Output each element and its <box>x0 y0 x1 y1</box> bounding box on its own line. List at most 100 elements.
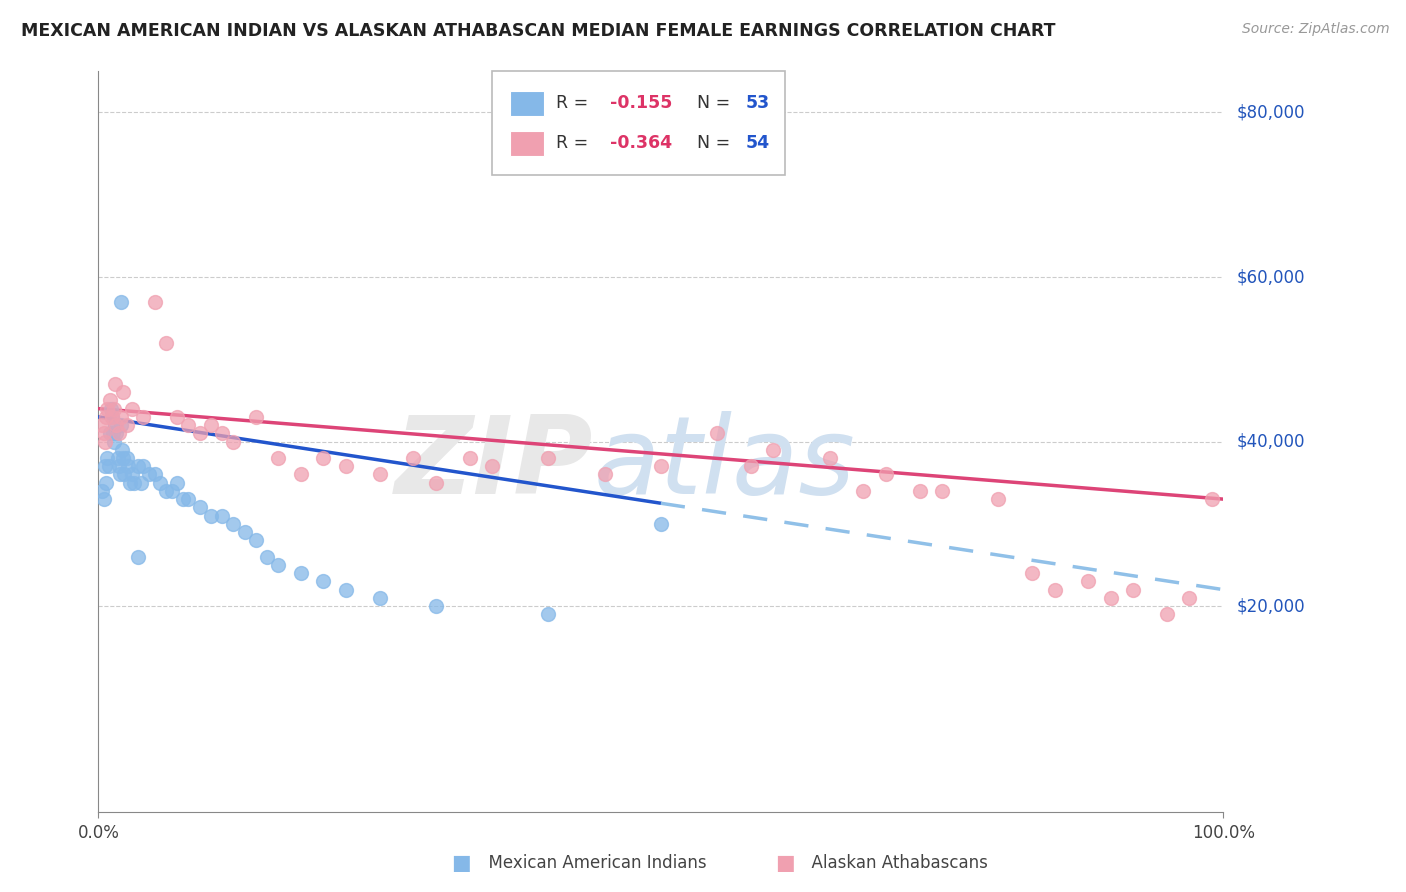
Point <box>107 459 129 474</box>
Point <box>112 450 135 465</box>
Point <box>115 418 138 433</box>
Point <box>100 401 122 416</box>
Point <box>96 450 118 465</box>
Point <box>127 459 149 474</box>
Point <box>149 475 172 490</box>
Text: atlas: atlas <box>593 411 855 516</box>
Point <box>143 467 166 482</box>
Point <box>425 599 447 613</box>
Point <box>103 434 125 449</box>
Point <box>1077 574 1099 589</box>
Text: Mexican American Indians: Mexican American Indians <box>478 855 707 872</box>
Point <box>115 450 138 465</box>
Point <box>124 475 146 490</box>
Point <box>267 558 290 572</box>
Point <box>155 483 177 498</box>
Point <box>537 450 560 465</box>
Point <box>112 467 135 482</box>
Point <box>200 418 222 433</box>
Text: -0.155: -0.155 <box>610 95 672 112</box>
Point <box>312 574 335 589</box>
Point <box>211 426 233 441</box>
Point <box>875 467 897 482</box>
Text: $40,000: $40,000 <box>1237 433 1306 450</box>
Point <box>105 426 128 441</box>
Point <box>593 467 616 482</box>
Point <box>132 409 155 424</box>
Point <box>188 500 211 515</box>
Point <box>96 409 118 424</box>
Point <box>211 508 233 523</box>
Point <box>818 450 841 465</box>
Point <box>121 401 143 416</box>
Point <box>368 591 391 605</box>
Point <box>1099 591 1122 605</box>
Point <box>425 475 447 490</box>
Point <box>93 492 115 507</box>
Point <box>931 483 953 498</box>
Point <box>458 450 481 465</box>
Point <box>110 418 132 433</box>
Point <box>1178 591 1201 605</box>
Text: ZIP: ZIP <box>395 410 593 516</box>
Point <box>118 475 141 490</box>
Text: $60,000: $60,000 <box>1237 268 1306 286</box>
Point <box>335 459 357 474</box>
Point <box>267 450 290 465</box>
Point <box>368 467 391 482</box>
Point <box>481 459 503 474</box>
Point <box>172 492 194 507</box>
Point <box>105 418 128 433</box>
Text: Alaskan Athabascans: Alaskan Athabascans <box>801 855 988 872</box>
Point <box>132 459 155 474</box>
Point <box>1122 582 1144 597</box>
Point <box>117 459 139 474</box>
Point <box>233 524 256 539</box>
Point <box>93 426 115 441</box>
Point <box>101 409 124 424</box>
Text: 54: 54 <box>745 134 769 153</box>
Point <box>98 393 121 408</box>
Text: $80,000: $80,000 <box>1237 103 1306 121</box>
Point <box>335 582 357 597</box>
Point <box>740 459 762 474</box>
Point <box>97 459 120 474</box>
Point <box>104 418 127 433</box>
Point <box>245 409 267 424</box>
Text: R =: R = <box>557 134 593 153</box>
Point <box>143 294 166 309</box>
Text: N =: N = <box>686 134 735 153</box>
Text: $20,000: $20,000 <box>1237 597 1306 615</box>
Point <box>110 294 132 309</box>
Point <box>94 434 117 449</box>
Point <box>245 533 267 548</box>
Point <box>108 467 131 482</box>
Point <box>110 409 132 424</box>
Point <box>290 566 312 581</box>
Point <box>177 418 200 433</box>
Point <box>112 385 135 400</box>
Point <box>222 516 245 531</box>
FancyBboxPatch shape <box>510 130 544 156</box>
Point <box>90 418 112 433</box>
Point <box>166 475 188 490</box>
Point <box>138 467 160 482</box>
Text: MEXICAN AMERICAN INDIAN VS ALASKAN ATHABASCAN MEDIAN FEMALE EARNINGS CORRELATION: MEXICAN AMERICAN INDIAN VS ALASKAN ATHAB… <box>21 22 1056 40</box>
Text: Source: ZipAtlas.com: Source: ZipAtlas.com <box>1241 22 1389 37</box>
Point <box>129 475 152 490</box>
Point <box>160 483 183 498</box>
FancyBboxPatch shape <box>492 71 785 175</box>
Point <box>537 607 560 622</box>
Point <box>290 467 312 482</box>
Point <box>188 426 211 441</box>
Point <box>1021 566 1043 581</box>
Point <box>1043 582 1066 597</box>
Point <box>312 450 335 465</box>
Point <box>177 492 200 507</box>
Point <box>987 492 1010 507</box>
Point <box>706 426 728 441</box>
Point <box>90 483 112 498</box>
Point <box>107 450 129 465</box>
Point <box>121 467 143 482</box>
FancyBboxPatch shape <box>510 91 544 116</box>
